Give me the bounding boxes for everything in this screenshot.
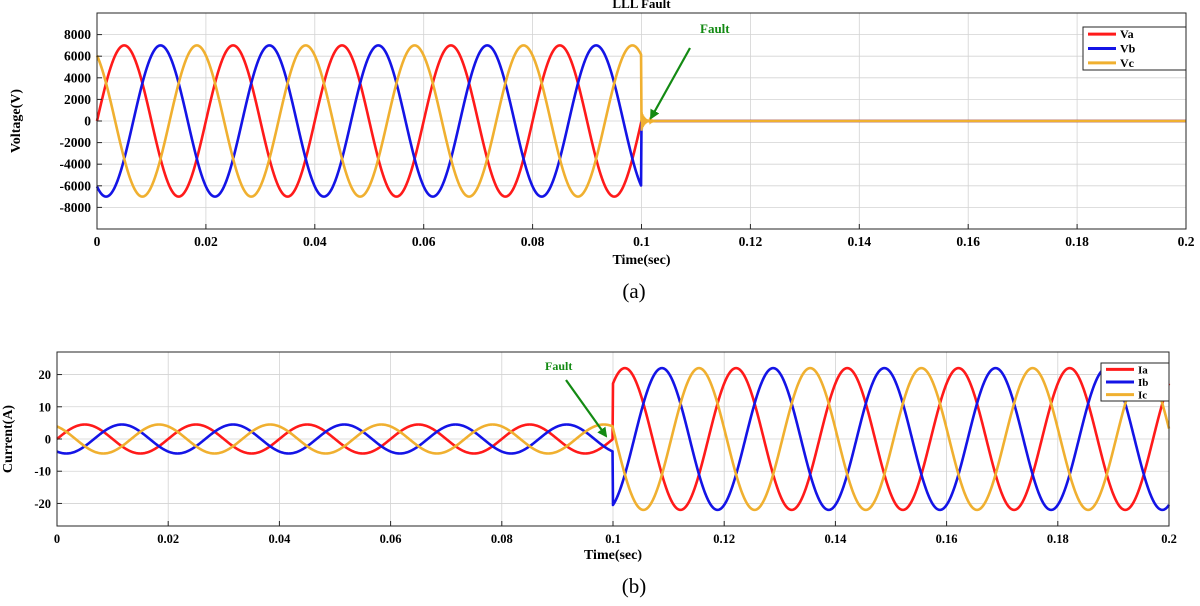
fault-transient: [640, 112, 658, 131]
x-tick-label: 0.12: [713, 532, 735, 546]
x-tick-label: 0.2: [1161, 532, 1177, 546]
x-tick-label: 0.14: [847, 234, 871, 249]
legend-label-ic: Ic: [1138, 390, 1147, 402]
y-axis-label: Current(A): [1, 405, 16, 474]
series-line-ib: [56, 366, 1171, 512]
y-tick-label: 10: [39, 400, 52, 414]
series-line-ia: [56, 366, 1171, 512]
y-tick-label: -8000: [60, 200, 92, 215]
series-line-ic: [56, 366, 1171, 512]
x-tick-label: 0.18: [1047, 532, 1069, 546]
y-tick-label: -2000: [60, 135, 92, 150]
x-tick-label: 0.18: [1065, 234, 1089, 249]
y-tick-label: 0: [84, 114, 91, 129]
y-tick-label: -20: [34, 497, 51, 511]
x-tick-label: 0.02: [194, 234, 218, 249]
y-tick-label: 0: [45, 433, 51, 447]
x-tick-label: 0.1: [633, 234, 650, 249]
legend-label-vb: Vb: [1120, 42, 1136, 56]
x-tick-label: 0.16: [956, 234, 980, 249]
chart-title: LLL Fault: [612, 0, 671, 11]
x-tick-label: 0.04: [268, 532, 291, 546]
y-tick-label: 4000: [64, 70, 91, 85]
x-tick-label: 0.04: [303, 234, 327, 249]
figure-caption: (a): [622, 279, 645, 303]
x-tick-label: 0.02: [157, 532, 179, 546]
x-tick-label: 0: [94, 234, 101, 249]
x-tick-label: 0.12: [739, 234, 763, 249]
y-tick-label: 2000: [64, 92, 91, 107]
y-tick-label: -10: [34, 465, 51, 479]
current-chart-panel: 0 0.02 0.04 0.06 0.08 0.1 0.12 0.14 0.16 0.18 0.2 2…: [1, 351, 1177, 598]
x-tick-label: 0.06: [380, 532, 402, 546]
y-tick-label: -4000: [60, 157, 92, 172]
y-tick-label: 20: [39, 368, 52, 382]
x-tick-label: 0.08: [491, 532, 513, 546]
x-tick-label: 0.08: [521, 234, 545, 249]
x-axis-label: Time(sec): [584, 548, 642, 563]
legend-label-ib: Ib: [1138, 377, 1148, 389]
x-tick-label: 0.1: [605, 532, 621, 546]
legend-label-vc: Vc: [1120, 56, 1135, 70]
x-tick-label: 0.14: [824, 532, 847, 546]
x-axis-label: Time(sec): [612, 253, 670, 268]
voltage-chart-panel: 0 0.02 0.04 0.06 0.08 0.1 0.12 0.14 0.16 0.18 0.2 8…: [9, 0, 1195, 303]
figure-caption: (b): [622, 574, 647, 598]
x-tick-label: 0.06: [412, 234, 436, 249]
fault-annotation-label: Fault: [545, 359, 572, 373]
y-tick-label: 8000: [64, 27, 91, 42]
x-tick-label: 0.16: [936, 532, 958, 546]
y-tick-label: 6000: [64, 49, 91, 64]
legend-label-va: Va: [1120, 27, 1134, 41]
x-tick-label: 0.2: [1178, 234, 1195, 249]
fault-annotation-arrow: [565, 379, 608, 438]
y-axis-label: Voltage(V): [9, 89, 24, 153]
legend-label-ia: Ia: [1138, 364, 1148, 376]
fault-annotation-arrow: [650, 47, 691, 120]
y-tick-label: -6000: [60, 178, 92, 193]
fault-annotation-label: Fault: [700, 21, 730, 36]
x-tick-label: 0: [54, 532, 60, 546]
